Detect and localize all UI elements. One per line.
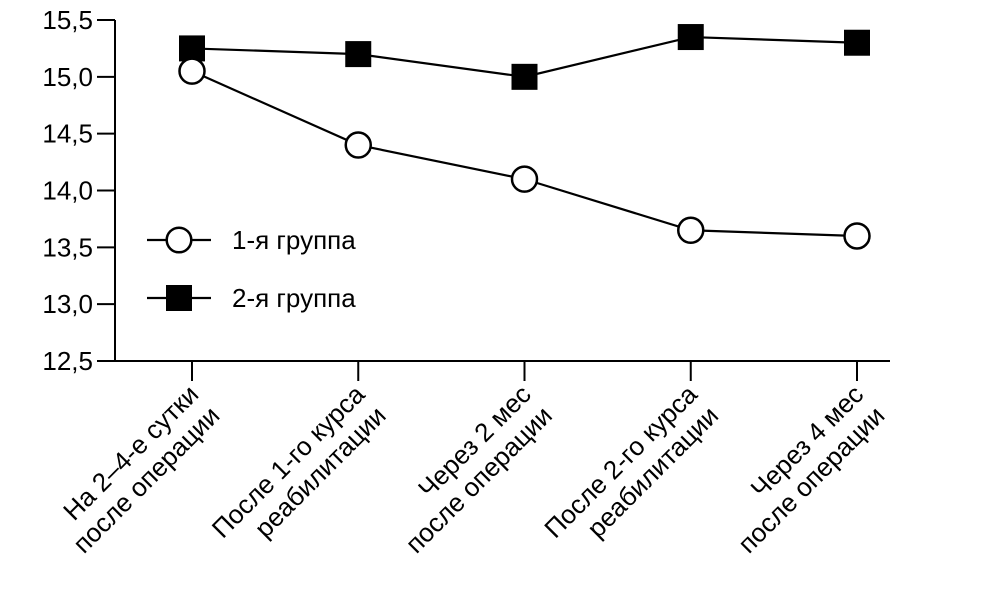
group2-point-3 xyxy=(511,63,538,90)
x-category-label: После 2-го курсареабилитации xyxy=(538,379,724,565)
x-category-label: Через 4 меспосле операции xyxy=(711,379,891,559)
group1-point-1 xyxy=(178,57,206,85)
series-line-group1 xyxy=(191,70,858,238)
x-category-label: Через 2 меспосле операции xyxy=(378,379,558,559)
legend-item-group2: 2-я группа xyxy=(146,282,356,314)
x-category-label: На 2–4-е суткипосле операции xyxy=(46,379,226,559)
y-tick-label: 13,5 xyxy=(42,232,93,262)
group1-point-5 xyxy=(843,222,871,250)
group1-point-2 xyxy=(344,131,372,159)
legend-label-group1: 1-я группа xyxy=(232,224,356,255)
y-tick-label: 14,0 xyxy=(42,176,93,206)
group2-point-5 xyxy=(844,29,870,56)
y-tick-label: 14,5 xyxy=(42,119,93,149)
y-tick-label: 15,5 xyxy=(42,5,93,35)
open-circle-icon xyxy=(147,226,211,254)
x-category-label: После 1-го курсареабилитации xyxy=(206,379,392,565)
y-tick-label: 15,0 xyxy=(42,62,93,92)
y-tick-label: 12,5 xyxy=(42,346,93,376)
filled-square-icon xyxy=(147,285,211,311)
group2-point-4 xyxy=(677,24,704,51)
legend-label-group2: 2-я группа xyxy=(232,282,356,313)
group2-point-1 xyxy=(179,35,205,62)
y-tick-label: 13,0 xyxy=(42,289,93,319)
group2-point-2 xyxy=(345,41,372,68)
group1-point-3 xyxy=(510,165,539,193)
legend-item-group1: 1-я группа xyxy=(146,224,356,256)
legend: 1-я группа 2-я группа xyxy=(146,224,356,340)
group1-point-4 xyxy=(677,216,705,245)
